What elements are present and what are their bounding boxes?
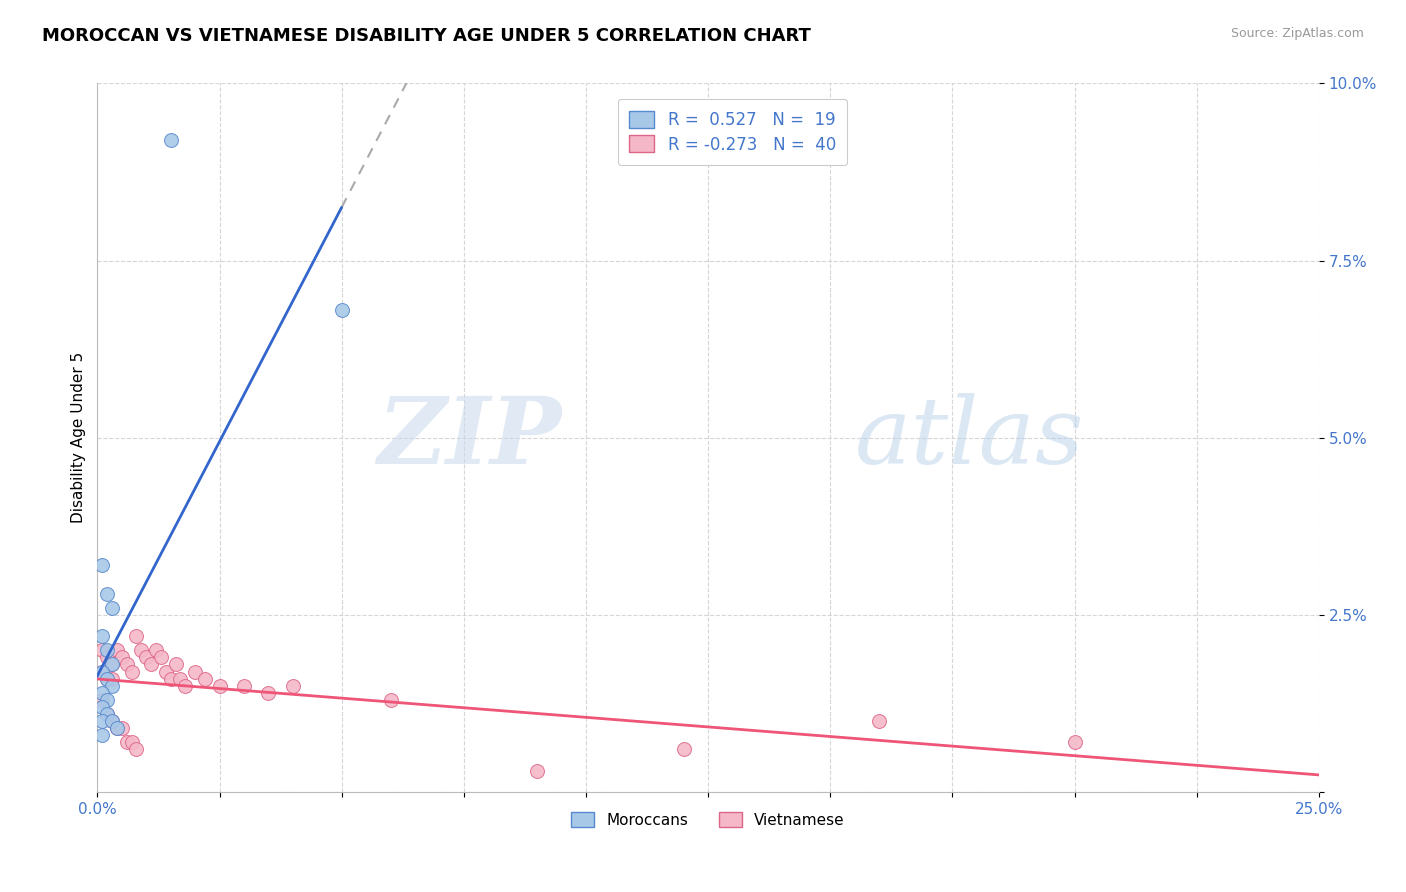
Text: Source: ZipAtlas.com: Source: ZipAtlas.com <box>1230 27 1364 40</box>
Point <box>91 728 114 742</box>
Text: MOROCCAN VS VIETNAMESE DISABILITY AGE UNDER 5 CORRELATION CHART: MOROCCAN VS VIETNAMESE DISABILITY AGE UN… <box>42 27 811 45</box>
Point <box>208 679 231 693</box>
Point <box>125 742 148 756</box>
Point <box>281 679 304 693</box>
Point <box>184 665 207 679</box>
Point <box>174 679 197 693</box>
Point <box>121 735 143 749</box>
Point <box>96 586 118 600</box>
Point <box>101 679 124 693</box>
Point <box>159 133 181 147</box>
Point <box>105 643 128 657</box>
Point <box>125 629 148 643</box>
Point <box>672 742 695 756</box>
Point <box>380 693 402 707</box>
Point <box>111 650 134 665</box>
Point <box>91 700 114 714</box>
Point <box>96 643 118 657</box>
Point <box>101 657 124 672</box>
Point <box>139 657 162 672</box>
Point <box>257 686 280 700</box>
Point <box>91 665 114 679</box>
Point <box>155 665 177 679</box>
Point <box>121 665 143 679</box>
Text: ZIP: ZIP <box>377 392 561 483</box>
Point <box>96 650 118 665</box>
Point <box>91 643 114 657</box>
Point <box>105 721 128 735</box>
Point <box>91 693 114 707</box>
Y-axis label: Disability Age Under 5: Disability Age Under 5 <box>72 352 86 524</box>
Text: atlas: atlas <box>855 392 1084 483</box>
Point <box>526 764 548 778</box>
Point <box>194 672 217 686</box>
Legend: Moroccans, Vietnamese: Moroccans, Vietnamese <box>565 805 851 834</box>
Point <box>91 686 114 700</box>
Point <box>101 714 124 728</box>
Point <box>91 665 114 679</box>
Point <box>165 657 187 672</box>
Point <box>135 650 157 665</box>
Point <box>232 679 254 693</box>
Point <box>96 693 118 707</box>
Point <box>91 558 114 573</box>
Point <box>145 643 167 657</box>
Point <box>111 721 134 735</box>
Point <box>131 643 153 657</box>
Point <box>149 650 172 665</box>
Point <box>169 672 191 686</box>
Point <box>91 629 114 643</box>
Point <box>101 600 124 615</box>
Point <box>868 714 890 728</box>
Point <box>101 672 124 686</box>
Point <box>115 657 138 672</box>
Point <box>96 672 118 686</box>
Point <box>1063 735 1085 749</box>
Point <box>96 706 118 721</box>
Point <box>96 706 118 721</box>
Point <box>101 657 124 672</box>
Point <box>101 714 124 728</box>
Point <box>159 672 181 686</box>
Point <box>96 672 118 686</box>
Point <box>115 735 138 749</box>
Point <box>105 721 128 735</box>
Point <box>330 303 353 318</box>
Point <box>91 714 114 728</box>
